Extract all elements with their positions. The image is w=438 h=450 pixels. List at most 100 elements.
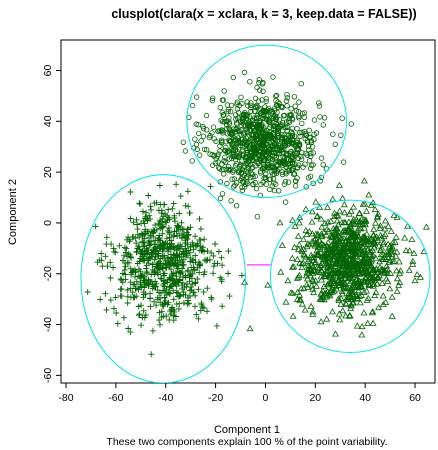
x-tick-label: -80 (58, 392, 73, 404)
data-point (151, 200, 158, 207)
data-point (259, 151, 265, 157)
data-point (385, 254, 393, 261)
data-point (152, 244, 159, 250)
data-point (184, 225, 191, 232)
data-point (378, 255, 386, 262)
data-point (263, 166, 269, 173)
data-point (197, 307, 204, 314)
data-point (329, 308, 336, 315)
data-point (294, 125, 300, 132)
data-point (321, 254, 329, 262)
data-point (139, 208, 146, 215)
data-point (192, 279, 199, 286)
data-point (345, 210, 353, 217)
data-point (234, 106, 241, 112)
data-point (370, 239, 378, 246)
data-point (130, 219, 137, 226)
data-point (228, 198, 234, 204)
data-point (296, 291, 303, 298)
data-point (302, 226, 310, 234)
data-point (226, 293, 233, 300)
data-point (178, 219, 185, 226)
data-point (197, 262, 204, 269)
data-point (147, 295, 154, 302)
data-point (335, 281, 343, 289)
data-point (304, 152, 310, 158)
data-point (250, 117, 256, 123)
data-point (282, 298, 290, 305)
data-point (218, 128, 224, 134)
data-point (192, 292, 199, 299)
data-point (236, 152, 243, 158)
data-point (145, 277, 152, 284)
data-point (192, 303, 198, 310)
data-point (150, 247, 157, 254)
data-point (355, 225, 363, 232)
cluster-1-ellipse (186, 44, 347, 199)
data-point (265, 160, 271, 166)
data-point (367, 264, 375, 271)
y-tick-label: 40 (42, 115, 54, 127)
data-point (224, 131, 231, 137)
data-point (337, 300, 345, 307)
data-point (251, 127, 258, 134)
data-point (388, 293, 396, 300)
data-point (369, 319, 377, 326)
data-point (220, 97, 227, 103)
data-point (210, 270, 217, 277)
data-point (214, 260, 221, 267)
data-point (216, 166, 223, 172)
data-point (280, 154, 286, 160)
data-point (234, 121, 240, 127)
data-point (349, 238, 356, 245)
data-point (142, 291, 149, 298)
data-point (277, 160, 283, 166)
data-point (168, 271, 175, 277)
data-point (184, 236, 191, 242)
data-point (180, 256, 187, 263)
data-point (200, 271, 207, 278)
data-point (282, 135, 288, 141)
data-point (278, 241, 286, 248)
data-point (200, 133, 207, 139)
data-point (189, 281, 196, 288)
data-point (298, 153, 304, 160)
data-point (122, 263, 129, 270)
data-point (170, 200, 177, 207)
data-point (262, 174, 269, 181)
data-point (282, 161, 288, 167)
data-point (238, 132, 244, 138)
data-point (299, 120, 305, 127)
data-point (368, 252, 376, 259)
data-point (220, 166, 227, 173)
data-point (141, 277, 148, 284)
x-axis: -80 -60 -40 -20 0 20 40 60 (58, 382, 421, 404)
data-point (322, 231, 330, 238)
data-point (364, 319, 372, 326)
data-point (162, 297, 169, 304)
data-point (255, 158, 261, 165)
data-point (165, 289, 172, 296)
cluster-2-points (241, 177, 430, 338)
data-point (187, 224, 194, 231)
data-point (289, 289, 297, 296)
data-point (151, 298, 157, 305)
data-point (155, 250, 162, 257)
data-point (342, 252, 350, 259)
data-point (357, 265, 365, 272)
data-point (295, 164, 301, 170)
data-point (218, 117, 224, 123)
data-point (201, 146, 208, 153)
data-point (242, 123, 248, 130)
data-point (152, 253, 159, 260)
data-point (174, 223, 181, 229)
data-point (341, 219, 349, 226)
data-point (269, 163, 275, 170)
data-point (378, 279, 386, 286)
data-point (283, 98, 290, 104)
data-point (409, 260, 417, 267)
data-point (359, 249, 366, 256)
data-point (145, 240, 152, 246)
data-point (364, 270, 372, 277)
data-point (279, 147, 285, 153)
